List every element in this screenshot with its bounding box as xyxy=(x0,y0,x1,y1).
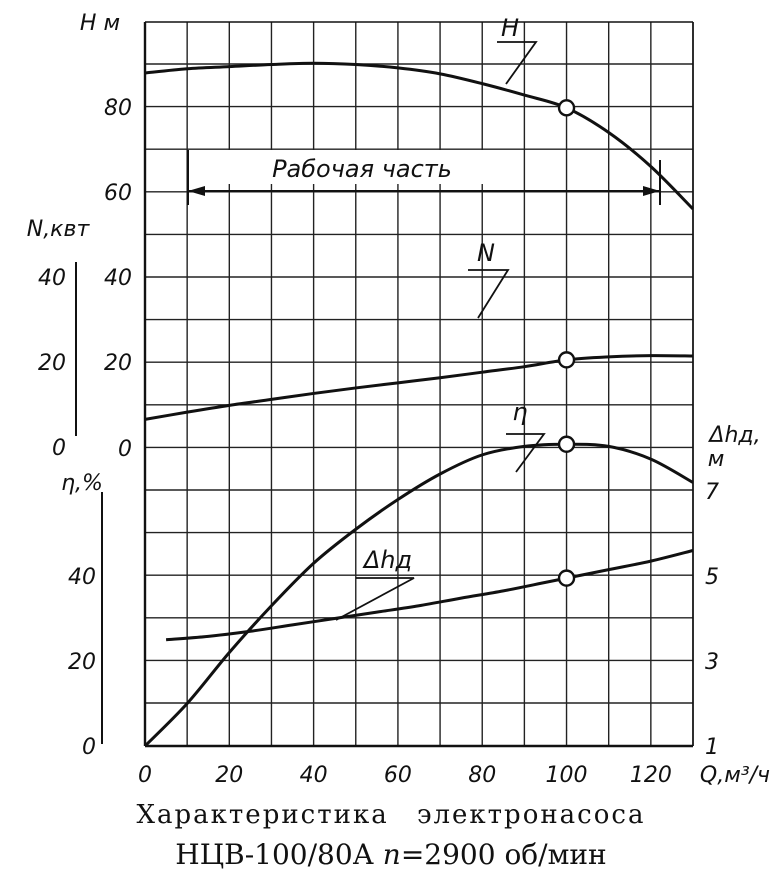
operating-point-dh xyxy=(557,569,576,587)
operating-point-H xyxy=(557,99,576,117)
grid xyxy=(143,21,694,748)
working-range-label: Рабочая часть xyxy=(272,155,452,183)
curve-label-dh: Δhд xyxy=(362,546,412,574)
x-tick-label: 60 xyxy=(384,763,412,788)
caption-speed-symbol: n xyxy=(382,838,401,871)
curve-label-eta: η xyxy=(512,398,527,426)
h-tick-label: 60 xyxy=(104,181,132,206)
curve-label-N: N xyxy=(477,239,495,267)
operating-point-N xyxy=(557,351,576,369)
curve-label-leader-N xyxy=(468,269,510,319)
n-axis-label: N,квт xyxy=(27,217,91,242)
h-tick-label: 20 xyxy=(104,351,132,376)
operating-point-eta xyxy=(557,435,576,453)
h-tick-label: 80 xyxy=(104,96,132,121)
eta-tick-label: 0 xyxy=(82,735,96,760)
chart-marks xyxy=(143,61,695,748)
caption-model: НЦВ-100/80А n=2900 об/мин xyxy=(0,838,782,871)
x-tick-label: 0 xyxy=(138,763,152,788)
working-range-label-bg xyxy=(228,150,500,184)
x-tick-label: 40 xyxy=(300,763,328,788)
dh-tick-label: 7 xyxy=(705,480,719,505)
h-zero-label: 0 xyxy=(118,437,132,462)
series-line-N xyxy=(144,354,694,421)
x-tick-label: 80 xyxy=(468,763,496,788)
series-line-eta xyxy=(143,442,694,748)
x-tick-label: 120 xyxy=(630,763,672,788)
dh-tick-label: 5 xyxy=(705,565,719,590)
n-tick-label: 0 xyxy=(52,436,66,461)
caption-title: Характеристика электронасоса xyxy=(136,800,646,830)
curve-label-H: H xyxy=(501,14,519,42)
curve-label-leader-eta xyxy=(506,433,546,473)
h-tick-label: 40 xyxy=(104,266,132,291)
n-tick-label: 40 xyxy=(38,266,66,291)
eta-axis-label: η,% xyxy=(61,471,103,496)
dh-axis-label: Δhд, xyxy=(707,423,760,448)
dh-tick-label: 3 xyxy=(705,650,719,675)
working-range-arrow-right xyxy=(643,186,660,196)
x-tick-label: 20 xyxy=(215,763,243,788)
x-tick-label: 100 xyxy=(546,763,588,788)
series-line-H xyxy=(144,61,695,211)
eta-tick-label: 20 xyxy=(68,650,96,675)
n-tick-label: 20 xyxy=(38,351,66,376)
x-axis-label: Q,м³/ч xyxy=(700,763,770,788)
caption-speed: =2900 об/мин xyxy=(400,838,607,871)
eta-tick-label: 40 xyxy=(68,565,96,590)
curve-label-leader-H xyxy=(497,41,538,85)
series-line-dh xyxy=(165,549,694,642)
caption-model-name: НЦВ-100/80А xyxy=(175,838,374,871)
dh-tick-label: 1 xyxy=(705,735,719,760)
working-range-arrow-left xyxy=(188,186,205,196)
curve-label-leader-dh xyxy=(335,577,415,621)
dh-axis-unit: м xyxy=(708,447,725,472)
h-axis-label: H м xyxy=(80,11,120,36)
